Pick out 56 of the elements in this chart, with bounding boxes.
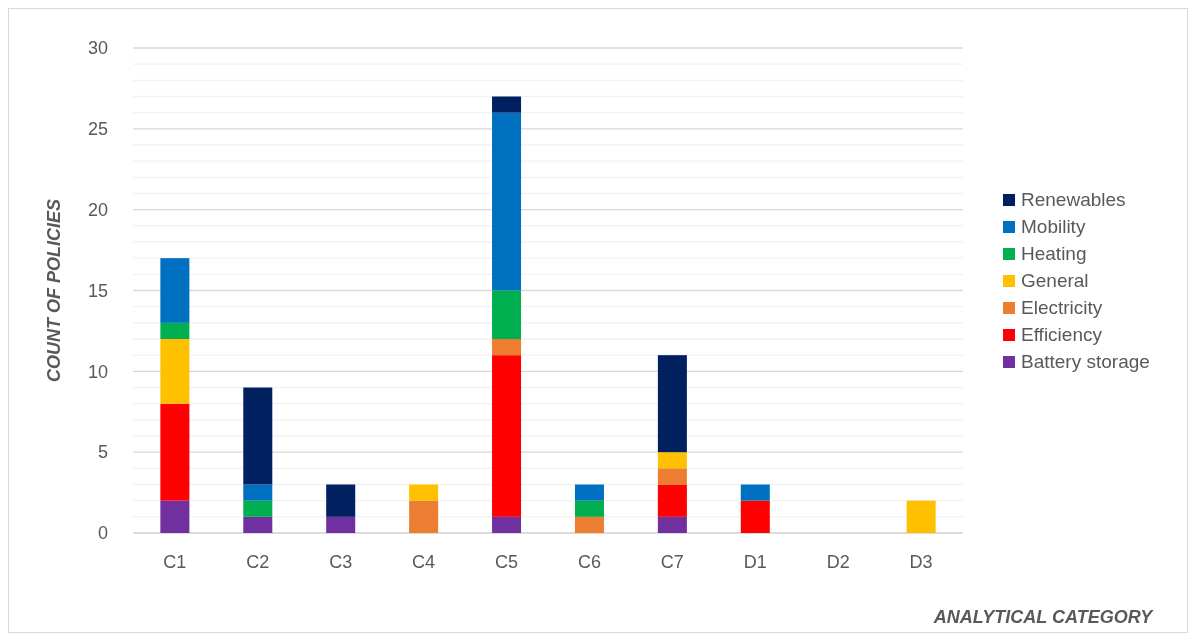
x-tick-label: C5: [495, 552, 519, 572]
bar: [492, 96, 522, 113]
x-tick-label: C2: [246, 552, 270, 572]
bar: [160, 339, 190, 404]
x-tick-label: C7: [660, 552, 684, 572]
y-tick-label: 5: [97, 442, 108, 463]
bar: [243, 516, 273, 533]
legend-label: Efficiency: [1021, 324, 1103, 345]
x-tick-label: D3: [909, 552, 933, 572]
bar: [492, 516, 522, 533]
x-axis-title: ANALYTICAL CATEGORY: [932, 607, 1155, 627]
x-tick-label: C3: [329, 552, 353, 572]
y-axis-title: COUNT OF POLICIES: [44, 198, 64, 383]
bar: [657, 468, 687, 485]
bar: [657, 355, 687, 453]
legend-label: Renewables: [1021, 189, 1126, 210]
bar: [657, 484, 687, 517]
x-tick-label: D1: [743, 552, 767, 572]
bar: [243, 387, 273, 485]
bar: [326, 484, 356, 517]
legend-label: General: [1021, 270, 1089, 291]
bar: [574, 500, 604, 517]
bar: [574, 484, 604, 501]
bar: [160, 322, 190, 339]
legend-label: Electricity: [1021, 297, 1103, 318]
y-tick-label: 10: [87, 361, 108, 382]
bar: [574, 516, 604, 533]
bar: [657, 452, 687, 469]
y-tick-label: 15: [87, 280, 108, 301]
legend-label: Battery storage: [1021, 351, 1150, 372]
bar: [492, 339, 522, 356]
bar: [906, 500, 936, 533]
bar: [740, 500, 770, 533]
y-tick-label: 30: [87, 38, 108, 59]
x-tick-label: C4: [412, 552, 436, 572]
bar: [492, 112, 522, 291]
bar: [657, 516, 687, 533]
y-tick-label: 0: [97, 523, 108, 544]
bar: [492, 355, 522, 517]
x-tick-label: C6: [577, 552, 601, 572]
legend-label: Heating: [1021, 243, 1087, 264]
legend-label: Mobility: [1021, 216, 1086, 237]
bar: [160, 500, 190, 533]
bar: [409, 500, 439, 533]
bar: [243, 500, 273, 517]
bar: [740, 484, 770, 501]
bar: [243, 484, 273, 501]
x-tick-label: D2: [826, 552, 850, 572]
y-tick-label: 20: [87, 199, 108, 220]
x-tick-label: C1: [163, 552, 187, 572]
bar: [492, 290, 522, 339]
y-tick-label: 25: [87, 119, 108, 140]
bar: [326, 516, 356, 533]
bar: [160, 258, 190, 323]
bar: [409, 484, 439, 501]
bar: [160, 403, 190, 501]
